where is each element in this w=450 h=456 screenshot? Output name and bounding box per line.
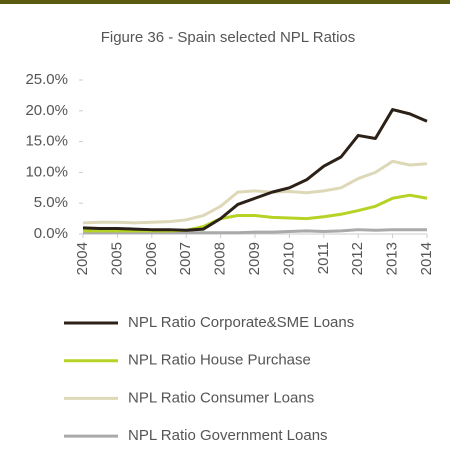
legend-label: NPL Ratio Consumer Loans: [128, 389, 314, 406]
y-tick-label: 20.0%: [25, 102, 68, 119]
x-tick-label: 2012: [349, 242, 366, 275]
legend-label: NPL Ratio Corporate&SME Loans: [128, 314, 354, 331]
x-tick-label: 2005: [108, 242, 125, 275]
top-bar: [0, 0, 450, 4]
x-tick-label: 2006: [143, 242, 160, 275]
x-tick-label: 2013: [384, 242, 401, 275]
y-tick-label: 0.0%: [34, 225, 68, 242]
legend-label: NPL Ratio House Purchase: [128, 352, 311, 369]
y-tick-label: 5.0%: [34, 194, 68, 211]
x-tick-label: 2011: [315, 242, 332, 274]
legend-label: NPL Ratio Government Loans: [128, 427, 328, 444]
y-tick-label: 10.0%: [25, 163, 68, 180]
y-tick-label: 15.0%: [25, 133, 68, 150]
x-tick-label: 2004: [74, 242, 91, 275]
x-tick-label: 2007: [177, 242, 194, 275]
series-line: [83, 228, 427, 235]
series-line: [82, 108, 428, 232]
y-tick-label: 25.0%: [25, 71, 68, 88]
x-tick-label: 2014: [418, 242, 435, 275]
x-tick-label: 2010: [280, 242, 297, 275]
series-line: [83, 193, 428, 233]
series-line: [82, 159, 428, 225]
x-tick-label: 2008: [212, 242, 229, 275]
chart-title: Figure 36 - Spain selected NPL Ratios: [101, 29, 356, 46]
x-tick-label: 2009: [246, 242, 263, 275]
